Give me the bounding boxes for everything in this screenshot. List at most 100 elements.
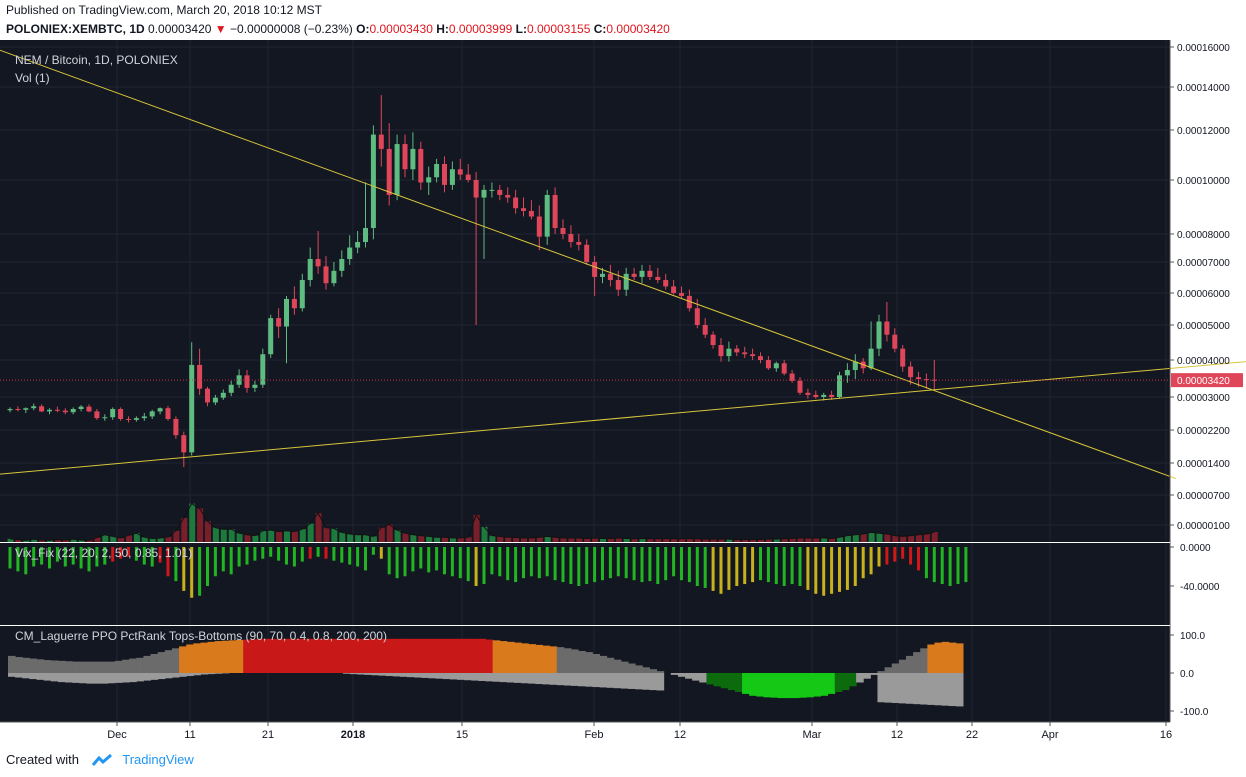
vix-bar	[759, 547, 762, 581]
main-subtitle: Vol (1)	[15, 71, 50, 85]
time-tick-label: 2018	[341, 729, 365, 741]
ppo-bar	[100, 661, 109, 673]
vix-bar	[332, 547, 336, 561]
volume-bar	[363, 534, 369, 542]
time-tick-label: 15	[456, 729, 468, 741]
volume-bar	[323, 527, 330, 542]
volume-bar	[876, 533, 883, 542]
volume-bar	[284, 530, 290, 542]
vix-bar	[545, 547, 549, 577]
time-tick-label: Mar	[803, 729, 822, 741]
ppo-tick-label: 100.0	[1180, 631, 1205, 642]
vix-bar	[95, 547, 99, 567]
ppo-bar	[934, 642, 943, 673]
volume-bar	[307, 523, 314, 542]
candle-body	[473, 180, 479, 198]
ppo-bar	[628, 663, 636, 673]
volume-bar	[378, 527, 385, 542]
price-tick-label: 0.00014000	[1177, 83, 1230, 94]
ppo-bar-neg	[179, 673, 187, 677]
candle-body	[908, 366, 914, 378]
vix-bar	[680, 547, 683, 581]
ppo-bar-neg	[350, 673, 358, 675]
volume-bar	[647, 538, 654, 542]
volume-bar	[244, 534, 251, 542]
ppo-bar	[884, 667, 893, 673]
candle-body	[370, 134, 376, 229]
vix-bar	[292, 547, 296, 567]
vix-bar	[561, 547, 565, 583]
ppo-bar	[321, 638, 330, 673]
candle-body	[31, 406, 37, 409]
time-tick-label: 21	[262, 729, 274, 741]
ppo-bar	[856, 673, 864, 683]
volume-bar	[844, 535, 851, 542]
vix-bar	[24, 547, 28, 575]
candle-body	[260, 354, 266, 385]
ppo-bar	[556, 647, 565, 673]
ppo-bar	[898, 659, 907, 673]
volume-bar	[268, 530, 275, 542]
volume-bar	[386, 524, 393, 542]
ppo-bar	[250, 639, 258, 673]
price-tick-label: 0.00000100	[1177, 521, 1230, 532]
tradingview-brand[interactable]: TradingView	[122, 752, 194, 767]
open-value: 0.00003430	[369, 22, 433, 36]
time-tick-label: Dec	[107, 729, 127, 741]
ppo-bar-neg	[635, 673, 643, 690]
volume-bar	[31, 539, 38, 542]
chart-svg[interactable]: NEM / Bitcoin, 1D, POLONIEX Vol (1) 0.0001…	[0, 40, 1246, 746]
ppo-bar	[8, 655, 16, 673]
candle-body	[615, 280, 621, 290]
candle-body	[623, 273, 629, 290]
volume-bar	[481, 526, 488, 542]
ppo-bar-neg	[941, 673, 950, 706]
volume-bar	[402, 533, 409, 542]
ppo-bar-neg	[93, 673, 102, 684]
chart-area[interactable]: NEM / Bitcoin, 1D, POLONIEX Vol (1) 0.0001…	[0, 40, 1246, 746]
candle-body	[331, 270, 337, 284]
vix-bar	[861, 547, 865, 579]
ppo-bar	[727, 673, 736, 691]
volume-bar	[110, 536, 117, 542]
vix-bar	[853, 547, 857, 586]
volume-bar	[47, 540, 53, 542]
ppo-bar	[813, 673, 821, 697]
ppo-bar-neg	[65, 673, 73, 683]
ppo-bar	[585, 652, 593, 673]
candle-body	[536, 216, 542, 237]
ppo-bar	[955, 643, 964, 673]
volume-bar	[797, 538, 804, 542]
time-tick-label: 11	[184, 729, 195, 741]
candle-body	[347, 247, 353, 260]
vix-bar	[537, 547, 541, 579]
candle-body	[852, 361, 858, 371]
volume-bar	[560, 538, 567, 542]
ppo-bar-neg	[920, 673, 928, 705]
ppo-bar-neg	[606, 673, 615, 688]
volume-bar	[457, 538, 464, 542]
quote-line: POLONIEX:XEMBTC, 1D 0.00003420 ▼ −0.0000…	[6, 22, 670, 36]
vix-bar	[656, 547, 660, 585]
ppo-bar-neg	[578, 673, 586, 687]
ppo-bar-neg	[150, 673, 159, 680]
candle-body	[133, 418, 139, 420]
candle-body	[284, 298, 289, 327]
vix-bar	[150, 547, 154, 567]
volume-bar	[94, 537, 101, 542]
ppo-bar	[65, 661, 73, 673]
vix-bar	[490, 547, 494, 575]
candle-body	[813, 394, 819, 397]
volume-bar	[197, 508, 204, 542]
candle-body	[505, 194, 511, 198]
candle-body	[220, 392, 226, 398]
candle-body	[181, 435, 187, 453]
ppo-bar	[442, 638, 451, 673]
volume-bar	[410, 534, 417, 542]
ppo-bar	[806, 673, 814, 698]
vix-bar	[632, 547, 636, 581]
ppo-bar-neg	[399, 673, 408, 677]
ppo-bar-neg	[599, 673, 608, 688]
ppo-bar-neg	[8, 673, 16, 677]
candle-body	[647, 270, 653, 277]
